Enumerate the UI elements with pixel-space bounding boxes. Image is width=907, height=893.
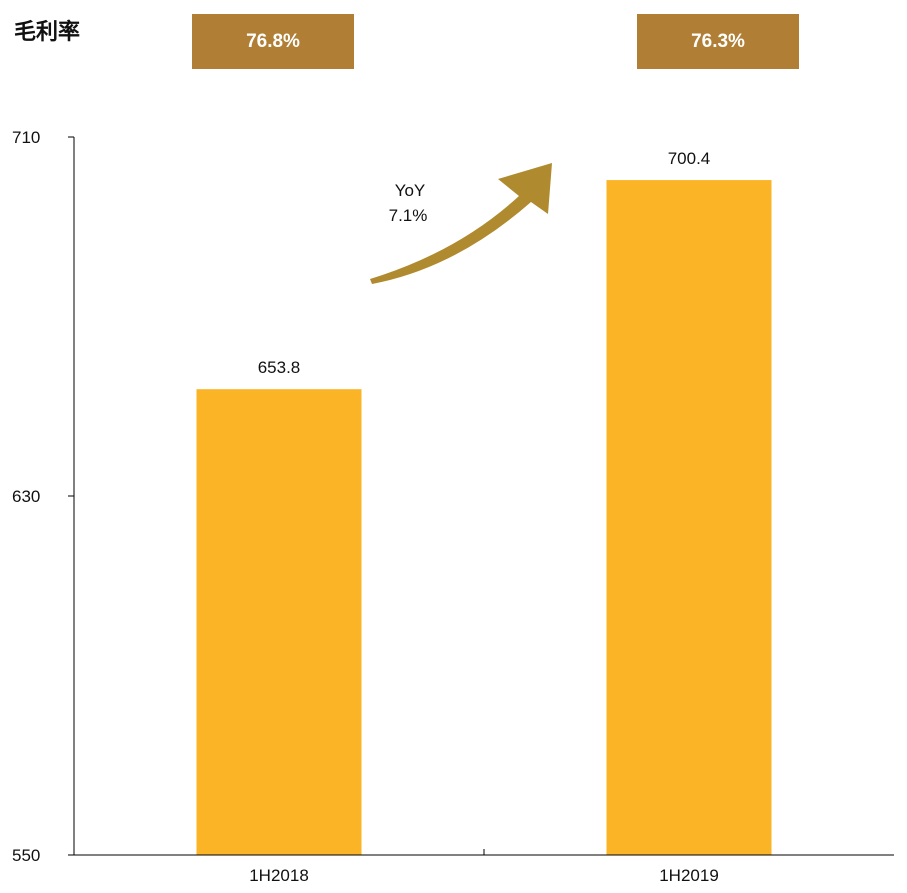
yoy-value: 7.1%	[389, 206, 428, 225]
x-tick-label-1H2018: 1H2018	[249, 866, 309, 885]
bar-1H2018	[196, 389, 362, 855]
data-labels: 653.8 700.4	[258, 149, 711, 377]
x-axis-ticks: 1H2018 1H2019	[249, 866, 719, 885]
x-tick-label-1H2019: 1H2019	[659, 866, 719, 885]
bar-1H2019	[606, 180, 772, 855]
gross-margin-box-1h2018: 76.8%	[192, 14, 354, 69]
y-axis-ticks: 550 630 710	[12, 128, 74, 865]
gross-margin-label: 毛利率	[14, 20, 81, 45]
y-tick-label-710: 710	[12, 128, 40, 147]
yoy-arrow-icon	[370, 163, 552, 284]
data-label-1H2019: 700.4	[668, 149, 711, 168]
y-tick-label-550: 550	[12, 846, 40, 865]
data-label-1H2018: 653.8	[258, 358, 301, 377]
yoy-label: YoY	[395, 181, 426, 200]
gross-margin-box-1h2019: 76.3%	[637, 14, 799, 69]
y-tick-label-630: 630	[12, 487, 40, 506]
bar-group	[196, 180, 772, 855]
